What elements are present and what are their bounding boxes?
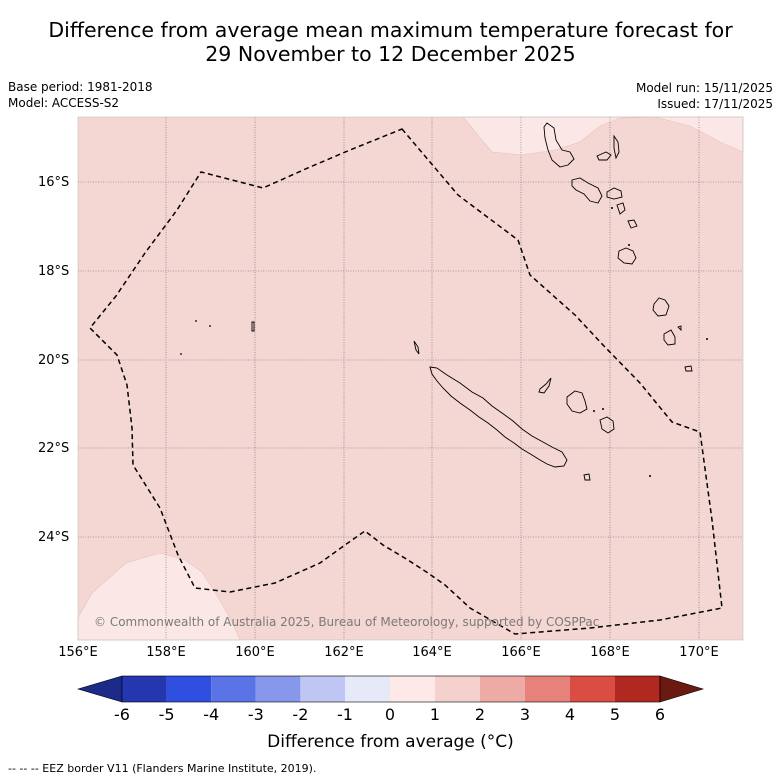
anomaly-light-area-sw	[77, 552, 241, 641]
colorbar-tick: 6	[654, 705, 666, 724]
walpole-island	[649, 475, 651, 477]
new-caledonia-grande-terre	[429, 366, 568, 468]
colorbar-bin-5-6	[615, 676, 660, 702]
epi-shepherds	[616, 202, 626, 215]
small-islet-1	[602, 408, 604, 410]
gridlines	[78, 117, 743, 640]
lon-label-164e: 164°E	[412, 645, 452, 660]
colorbar-tick: -2	[292, 705, 309, 724]
anomaly-light-area-ne	[462, 116, 744, 156]
chart-title: Difference from average mean maximum tem…	[0, 18, 781, 66]
colorbar-tick: 0	[384, 705, 396, 724]
ambrym	[606, 187, 623, 200]
colorbar-tick: -4	[203, 705, 220, 724]
isle-of-pines	[583, 473, 591, 481]
model-name: Model: ACCESS-S2	[8, 96, 120, 110]
colorbar-tick: 1	[429, 705, 441, 724]
chesterfield-islet-1	[195, 320, 197, 322]
copyright-notice: © Commonwealth of Australia 2025, Bureau…	[94, 615, 599, 629]
lifou-island	[566, 390, 588, 414]
colorbar-label: Difference from average (°C)	[267, 732, 514, 752]
colorbar-bin-0-1	[390, 676, 435, 702]
colorbar-tick: 5	[609, 705, 621, 724]
lat-label-24s: 24°S	[38, 530, 70, 545]
colorbar-extend-high	[659, 675, 705, 703]
chesterfield-reef	[251, 321, 255, 332]
tanna	[663, 329, 676, 346]
efate	[617, 247, 637, 265]
colorbar-bin-1-2	[435, 676, 480, 702]
lon-label-168e: 168°E	[590, 645, 630, 660]
lon-label-162e: 162°E	[324, 645, 364, 660]
eez-footnote: -- -- -- EEZ border V11 (Flanders Marine…	[8, 762, 317, 775]
colorbar-bin-m4-m3	[211, 676, 256, 702]
meta-right: Model run: 15/11/2025 Issued: 17/11/2025	[636, 80, 773, 112]
eez-border	[88, 128, 723, 635]
lon-label-170e: 170°E	[679, 645, 719, 660]
colorbar-tick: 3	[519, 705, 531, 724]
title-line-2: 29 November to 12 December 2025	[205, 42, 576, 66]
tiga-island	[593, 410, 595, 412]
lat-label-18s: 18°S	[38, 264, 70, 279]
malekula	[571, 177, 603, 204]
colorbar-tick: 2	[474, 705, 486, 724]
colorbar-tick: -6	[114, 705, 130, 724]
lat-label-20s: 20°S	[38, 353, 70, 368]
chesterfield-islet-2	[209, 325, 211, 327]
erromango	[652, 297, 670, 317]
colorbar-tick: -5	[158, 705, 175, 724]
lon-label-156e: 156°E	[58, 645, 98, 660]
colorbar	[76, 675, 705, 703]
pentecost-ambae	[596, 151, 612, 161]
colorbar-bin-4-5	[570, 676, 615, 702]
colorbar-bin-3-4	[525, 676, 570, 702]
mare-island	[599, 416, 615, 434]
aniwa	[677, 325, 682, 332]
base-period: Base period: 1981-2018	[8, 80, 153, 94]
colorbar-tick: -3	[247, 705, 264, 724]
espiritu-santo	[543, 122, 575, 168]
colorbar-bin-m5-m4	[166, 676, 212, 702]
colorbar-bin-m2-m1	[300, 676, 345, 702]
colorbar-extend-low	[76, 675, 123, 703]
colorbar-tick: -1	[337, 705, 353, 724]
colorbar-bin-m1-0	[345, 676, 390, 702]
colorbar-outline	[121, 675, 661, 703]
futuna-island	[706, 338, 708, 340]
title-line-1: Difference from average mean maximum tem…	[48, 18, 733, 42]
lat-label-22s: 22°S	[38, 441, 70, 456]
small-islet-2	[628, 244, 630, 246]
meta-left: Base period: 1981-2018 Model: ACCESS-S2	[8, 79, 153, 111]
colorbar-bin-2-3	[480, 676, 525, 702]
belep-islands	[413, 340, 420, 355]
lon-label-158e: 158°E	[146, 645, 186, 660]
map-frame	[77, 116, 744, 641]
ouvea-island	[538, 377, 552, 394]
tongoa	[627, 219, 638, 229]
lat-label-16s: 16°S	[38, 175, 70, 190]
colorbar-tick: 4	[564, 705, 576, 724]
chesterfield-islet-3	[180, 353, 182, 355]
lon-label-160e: 160°E	[235, 645, 275, 660]
small-islet-3	[611, 207, 613, 209]
aneityum	[684, 365, 693, 372]
model-run: Model run: 15/11/2025	[635, 81, 773, 95]
colorbar-bin-m3-m2	[255, 676, 301, 702]
lon-label-166e: 166°E	[501, 645, 541, 660]
maewo	[613, 134, 620, 160]
anomaly-field	[78, 117, 743, 640]
colorbar-bin-m6-m5	[122, 676, 167, 702]
issued-date: Issued: 17/11/2025	[657, 97, 773, 111]
